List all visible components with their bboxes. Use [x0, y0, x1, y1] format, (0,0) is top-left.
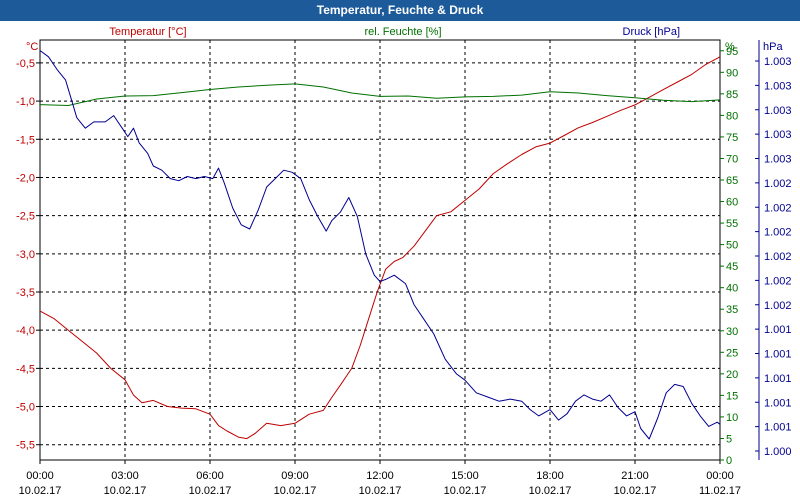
- humidity-unit-label: %: [725, 41, 735, 53]
- x-tick-time: 00:00: [26, 470, 54, 482]
- pressure-tick-label: 1.002: [764, 300, 792, 312]
- humidity-tick-label: 15: [726, 390, 738, 402]
- temperature-tick-label: -1,5: [16, 134, 35, 146]
- temperature-tick-label: -3,0: [16, 249, 35, 261]
- humidity-tick-label: 0: [726, 455, 732, 467]
- humidity-tick-label: 90: [726, 67, 738, 79]
- x-tick-date: 10.02.17: [529, 485, 572, 497]
- temperature-tick-label: -3,5: [16, 287, 35, 299]
- humidity-tick-label: 25: [726, 347, 738, 359]
- x-tick-date: 10.02.17: [19, 485, 62, 497]
- humidity-line: [39, 83, 721, 106]
- x-tick-time: 09:00: [281, 470, 309, 482]
- pressure-tick-label: 1.002: [764, 178, 792, 190]
- x-tick-date: 10.02.17: [444, 485, 487, 497]
- pressure-tick-label: 1.001: [764, 422, 792, 434]
- humidity-tick-label: 20: [726, 369, 738, 381]
- humidity-tick-label: 85: [726, 89, 738, 101]
- x-tick-time: 06:00: [196, 470, 224, 482]
- pressure-tick-label: 1.003: [764, 154, 792, 166]
- temperature-tick-label: -1,0: [16, 96, 35, 108]
- temperature-tick-label: -2,5: [16, 211, 35, 223]
- humidity-tick-label: 70: [726, 153, 738, 165]
- axes: 00:00 10.02.17 03:00 10.02.17 06:00 10.02.17 0…: [16, 26, 792, 497]
- pressure-tick-label: 1.001: [764, 397, 792, 409]
- temperature-tick-label: -5,5: [16, 440, 35, 452]
- pressure-unit-label: hPa: [763, 41, 783, 53]
- pressure-tick-label: 1.003: [764, 56, 792, 68]
- pressure-tick-label: 1.000: [764, 446, 792, 458]
- humidity-tick-label: 50: [726, 240, 738, 252]
- temperature-tick-label: -0,5: [16, 58, 35, 70]
- pressure-tick-label: 1.002: [764, 275, 792, 287]
- temperature-axis-caption: Temperatur [°C]: [109, 26, 186, 38]
- pressure-tick-label: 1.003: [764, 80, 792, 92]
- temperature-tick-label: -4,0: [16, 325, 35, 337]
- x-tick-date: 10.02.17: [614, 485, 657, 497]
- humidity-tick-label: 35: [726, 304, 738, 316]
- humidity-tick-label: 80: [726, 110, 738, 122]
- humidity-tick-label: 75: [726, 132, 738, 144]
- humidity-tick-label: 55: [726, 218, 738, 230]
- x-tick-date: 10.02.17: [274, 485, 317, 497]
- pressure-axis-caption: Druck [hPa]: [623, 26, 680, 38]
- x-tick-time: 15:00: [451, 470, 479, 482]
- pressure-tick-label: 1.002: [764, 251, 792, 263]
- humidity-tick-label: 10: [726, 412, 738, 424]
- x-tick-date: 10.02.17: [104, 485, 147, 497]
- grid-lines: [40, 40, 720, 460]
- temperature-unit-label: °C: [26, 41, 38, 53]
- pressure-tick-label: 1.001: [764, 349, 792, 361]
- pressure-tick-label: 1.001: [764, 324, 792, 336]
- pressure-tick-label: 1.002: [764, 227, 792, 239]
- humidity-tick-label: 45: [726, 261, 738, 273]
- x-tick-time: 18:00: [536, 470, 564, 482]
- humidity-tick-label: 95: [726, 46, 738, 58]
- pressure-tick-label: 1.001: [764, 373, 792, 385]
- x-tick-date: 10.02.17: [359, 485, 402, 497]
- temperature-tick-label: -4,5: [16, 363, 35, 375]
- x-tick-time: 12:00: [366, 470, 394, 482]
- x-tick-time: 03:00: [111, 470, 139, 482]
- temperature-line: [39, 56, 721, 440]
- temperature-tick-label: -5,0: [16, 402, 35, 414]
- humidity-tick-label: 40: [726, 283, 738, 295]
- pressure-tick-label: 1.003: [764, 105, 792, 117]
- x-tick-time: 00:00: [706, 470, 734, 482]
- humidity-tick-label: 65: [726, 175, 738, 187]
- temperature-tick-label: -2,0: [16, 172, 35, 184]
- pressure-tick-label: 1.003: [764, 129, 792, 141]
- humidity-tick-label: 60: [726, 197, 738, 209]
- pressure-line: [39, 50, 721, 440]
- x-tick-time: 21:00: [621, 470, 649, 482]
- humidity-tick-label: 30: [726, 326, 738, 338]
- humidity-axis-caption: rel. Feuchte [%]: [364, 26, 441, 38]
- x-tick-date: 11.02.17: [699, 485, 741, 497]
- pressure-tick-label: 1.002: [764, 202, 792, 214]
- chart-title: Temperatur, Feuchte & Druck: [0, 0, 800, 21]
- series-lines: [39, 50, 721, 440]
- x-tick-date: 10.02.17: [189, 485, 232, 497]
- humidity-tick-label: 5: [726, 433, 732, 445]
